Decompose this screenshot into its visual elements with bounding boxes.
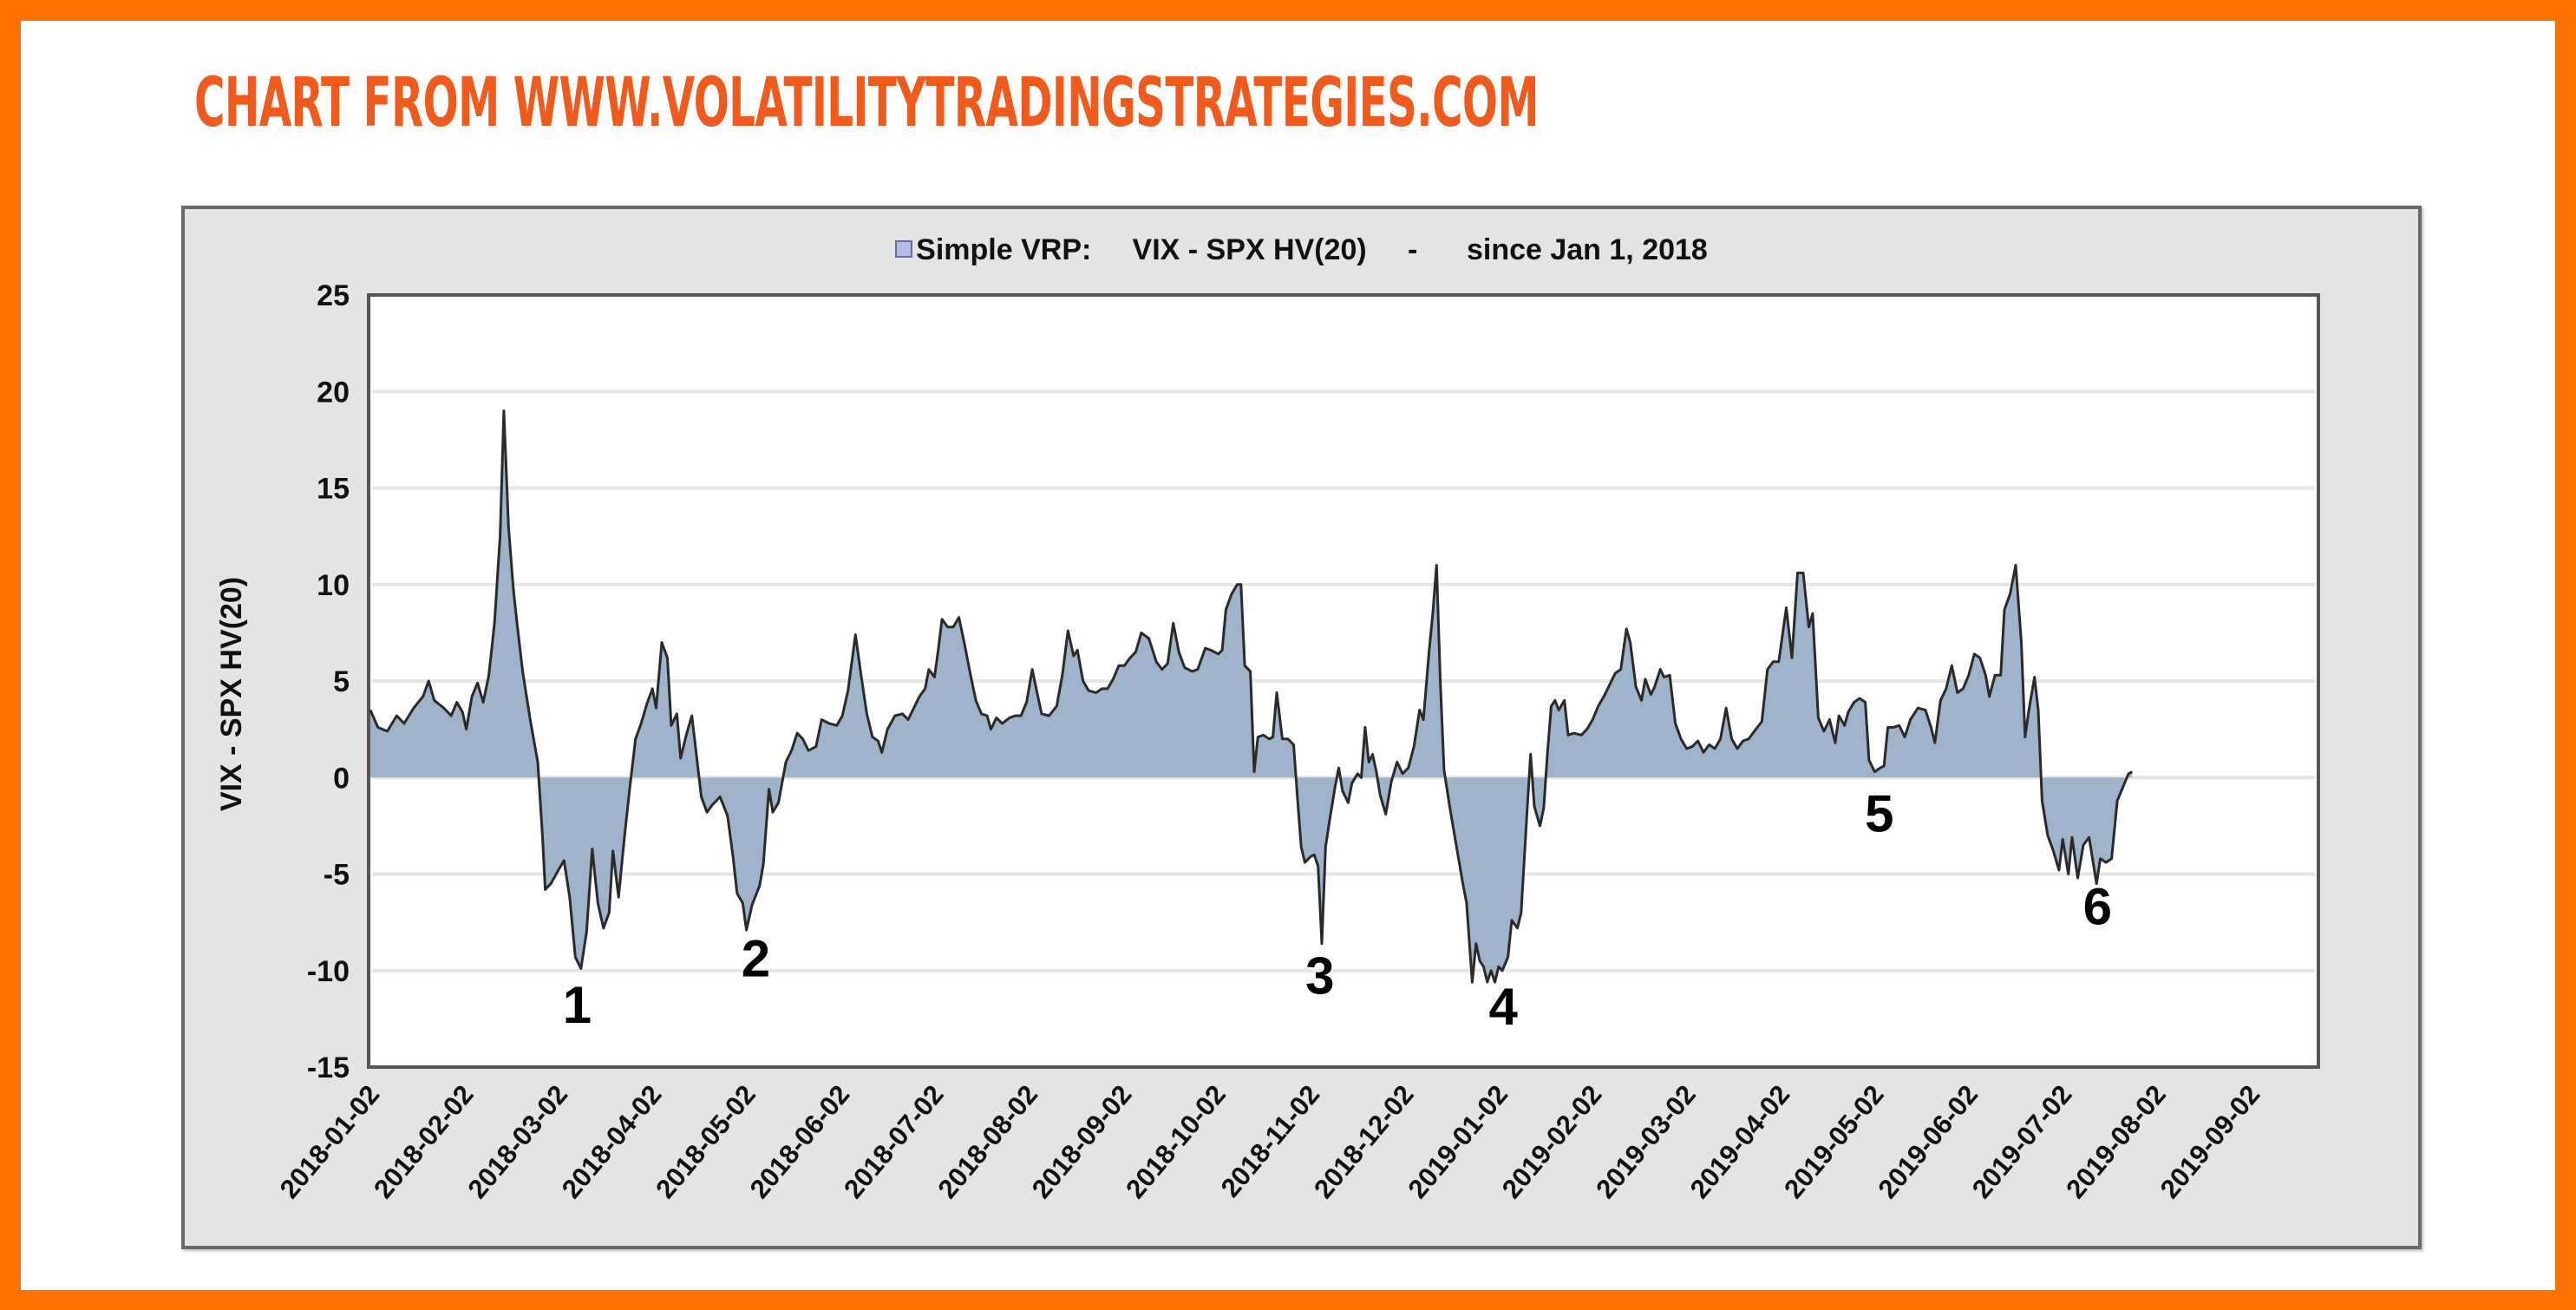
event-annotation-1: 1 — [563, 976, 592, 1034]
y-tick-label: -10 — [307, 955, 350, 988]
vrp-area — [370, 410, 2133, 983]
y-tick-label: 15 — [317, 473, 350, 506]
y-tick-label: 25 — [317, 279, 350, 312]
legend-text: Simple VRP: VIX - SPX HV(20) - since Jan… — [916, 233, 1708, 266]
x-tick-label: 2019-09-02 — [2154, 1079, 2266, 1204]
y-tick-label: 5 — [333, 665, 350, 698]
event-annotation-6: 6 — [2083, 877, 2112, 935]
vrp-line — [369, 409, 2134, 984]
y-tick-label: 20 — [317, 376, 350, 409]
y-axis-label: VIX - SPX HV(20) — [215, 577, 248, 811]
x-tick-label: 2018-10-02 — [1120, 1079, 1232, 1204]
y-tick-label: 0 — [333, 762, 350, 795]
y-tick-label: -5 — [324, 859, 350, 892]
y-axis-ticks: 25 20 15 10 5 0 -5 -10 -15 — [307, 279, 350, 1084]
event-annotations: 1 2 3 4 5 6 — [563, 785, 2112, 1037]
chart-legend: Simple VRP: VIX - SPX HV(20) - since Jan… — [185, 233, 2418, 267]
event-annotation-4: 4 — [1489, 978, 1519, 1036]
square-swatch-icon — [895, 240, 913, 258]
event-annotation-3: 3 — [1305, 946, 1334, 1005]
y-tick-label: -15 — [307, 1051, 350, 1084]
x-axis-ticks: 2018-01-022018-02-022018-03-022018-04-02… — [274, 1079, 2266, 1204]
source-banner: CHART FROM WWW.VOLATILITYTRADINGSTRATEGI… — [194, 64, 1540, 142]
event-annotation-2: 2 — [742, 929, 770, 987]
y-tick-label: 10 — [317, 569, 350, 602]
event-annotation-5: 5 — [1865, 785, 1893, 843]
